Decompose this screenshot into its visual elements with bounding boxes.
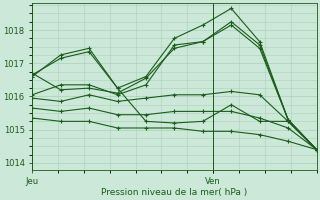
X-axis label: Pression niveau de la mer( hPa ): Pression niveau de la mer( hPa ) — [101, 188, 247, 197]
